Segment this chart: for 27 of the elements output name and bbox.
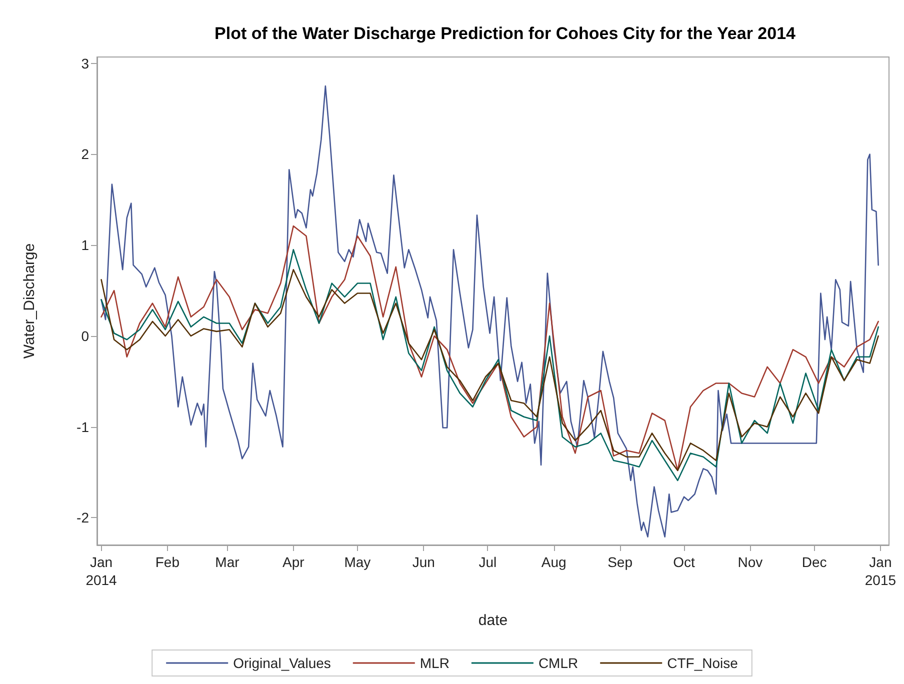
y-tick-label: 2 [81, 146, 90, 162]
x-tick-label: Jul [478, 554, 497, 570]
legend-label: Original_Values [233, 655, 331, 671]
x-tick-label: Aug [541, 554, 566, 570]
x-tick-label: Oct [673, 554, 696, 570]
legend-label: CTF_Noise [667, 655, 738, 671]
x-tick-label: Mar [215, 554, 240, 570]
x-tick-label: Apr [282, 554, 305, 570]
y-tick-label: 3 [81, 55, 90, 72]
y-tick-label: -1 [76, 418, 90, 435]
x-tick-label: May [344, 554, 371, 570]
x-tick-label: Jun [412, 554, 435, 570]
y-tick-label: 0 [81, 328, 90, 344]
y-axis-title: Water_Discharge [21, 243, 38, 359]
x-tick-label: Nov [738, 554, 763, 570]
x-tick-label: Dec [802, 554, 827, 570]
chart-title: Plot of the Water Discharge Prediction for Cohoes City for the Year 2014 [214, 24, 796, 43]
line-series [100, 85, 879, 538]
x-tick-label: Jan 2015 [864, 554, 896, 588]
x-tick-label: Sep [608, 554, 633, 570]
y-tick-label: 1 [81, 237, 90, 254]
x-axis-title: date [478, 612, 508, 629]
legend-label: CMLR [538, 655, 578, 671]
x-tick-label: Feb [155, 554, 180, 570]
x-tick-label: Jan 2014 [86, 554, 118, 588]
legend-label: MLR [420, 655, 450, 671]
y-tick-label: -2 [76, 510, 90, 526]
